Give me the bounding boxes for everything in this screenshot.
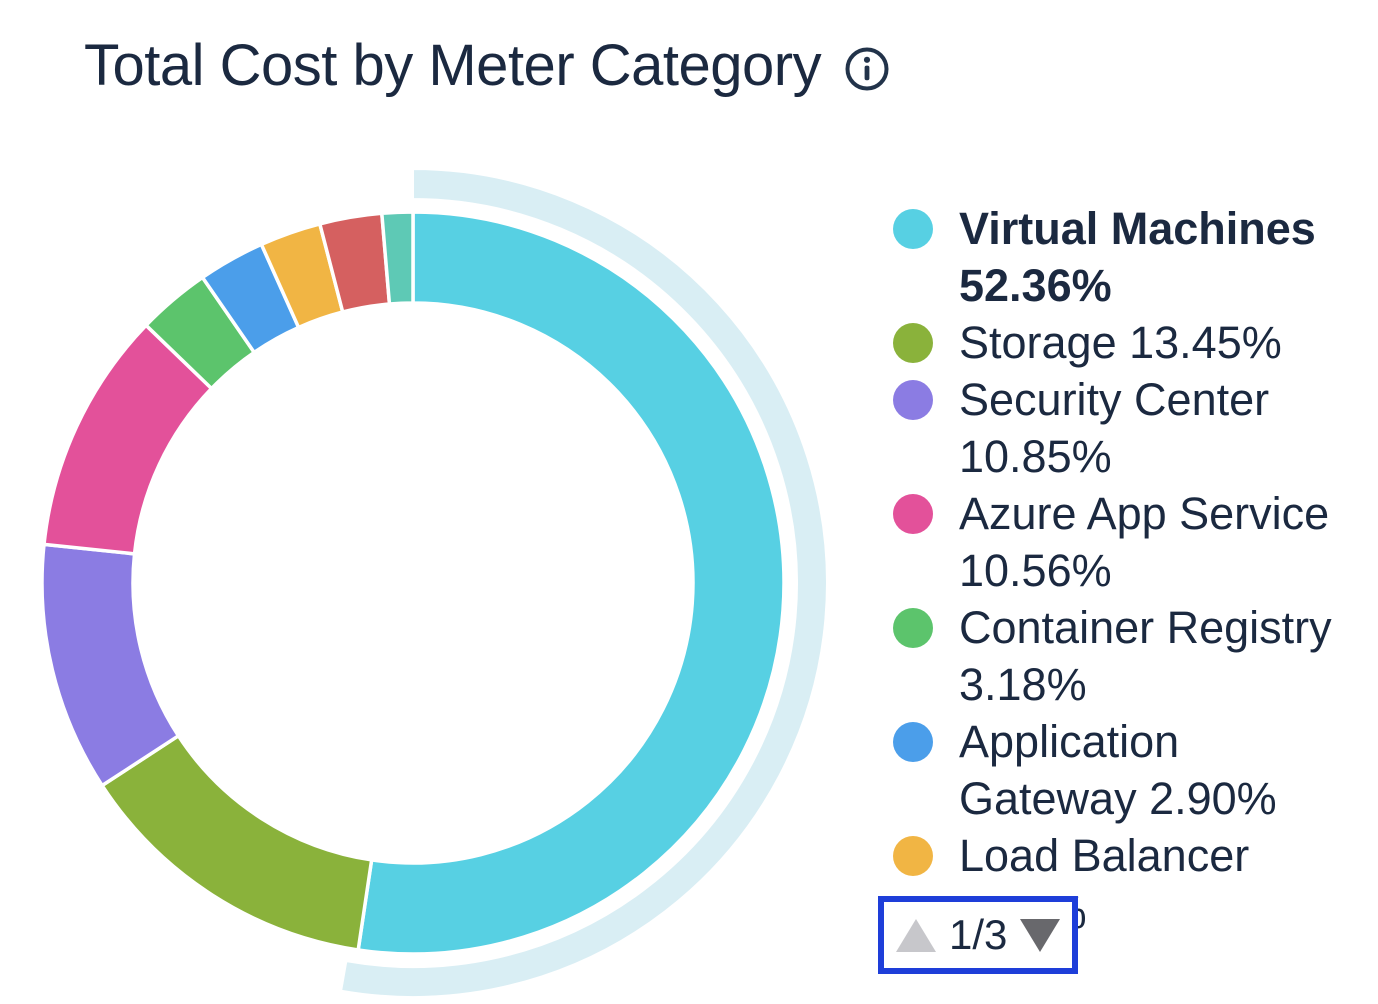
- legend-item-line: Virtual Machines: [959, 203, 1316, 254]
- pie-slice-unlabeled-9[interactable]: [380, 210, 415, 306]
- legend-item-line: 10.56%: [959, 545, 1112, 596]
- legend-page-up-button[interactable]: [896, 918, 936, 952]
- legend-item-label: Azure App Service 10.56%: [959, 485, 1329, 599]
- legend-item-storage-13-45[interactable]: Storage 13.45%: [893, 314, 1368, 371]
- legend-item-line: 52.36%: [959, 260, 1112, 311]
- legend-item-label: Application Gateway 2.90%: [959, 713, 1277, 827]
- widget-header: Total Cost by Meter Category: [84, 34, 891, 98]
- legend-item-azure-app-service[interactable]: Azure App Service 10.56%: [893, 485, 1368, 599]
- legend-item-line: Azure App Service: [959, 488, 1330, 539]
- legend-item-application[interactable]: Application Gateway 2.90%: [893, 713, 1368, 827]
- legend-item-label: Security Center 10.85%: [959, 371, 1269, 485]
- info-icon[interactable]: [843, 45, 891, 93]
- legend-item-virtual-machines[interactable]: Virtual Machines 52.36%: [893, 200, 1368, 314]
- highlight-halo: [339, 167, 828, 998]
- legend-dot: [893, 380, 933, 420]
- legend-item-line: Container Registry: [959, 602, 1332, 653]
- legend-dot: [893, 836, 933, 876]
- legend-item-line: 3.18%: [959, 659, 1087, 710]
- legend-item-line: Storage 13.45%: [959, 317, 1282, 368]
- legend-dot: [893, 608, 933, 648]
- legend-item-container-registry[interactable]: Container Registry 3.18%: [893, 599, 1368, 713]
- pie-slice-virtual-machines[interactable]: [356, 210, 786, 956]
- legend-item-line: Application: [959, 716, 1180, 767]
- legend-dot: [893, 494, 933, 534]
- legend-pager: 1/3: [878, 896, 1078, 974]
- legend-item-security-center[interactable]: Security Center 10.85%: [893, 371, 1368, 485]
- page-title: Total Cost by Meter Category: [84, 33, 822, 98]
- legend-dot: [893, 722, 933, 762]
- legend-item-label: Virtual Machines 52.36%: [959, 200, 1316, 314]
- legend-page-indicator: 1/3: [949, 911, 1008, 958]
- legend-dot: [893, 323, 933, 363]
- legend-dot: [893, 209, 933, 249]
- legend-item-label: Storage 13.45%: [959, 314, 1282, 371]
- legend-item-line: Security Center: [959, 374, 1270, 425]
- legend: Virtual Machines 52.36% Storage 13.45% Secu…: [893, 200, 1368, 941]
- legend-item-label: Container Registry 3.18%: [959, 599, 1332, 713]
- legend-item-line: 10.85%: [959, 431, 1112, 482]
- legend-page-down-button[interactable]: [1020, 918, 1061, 952]
- pie-slice-storage[interactable]: [100, 734, 374, 952]
- legend-item-line: Load Balancer: [959, 830, 1250, 881]
- pie-slice-security-center[interactable]: [40, 542, 181, 788]
- legend-item-line: Gateway 2.90%: [959, 773, 1277, 824]
